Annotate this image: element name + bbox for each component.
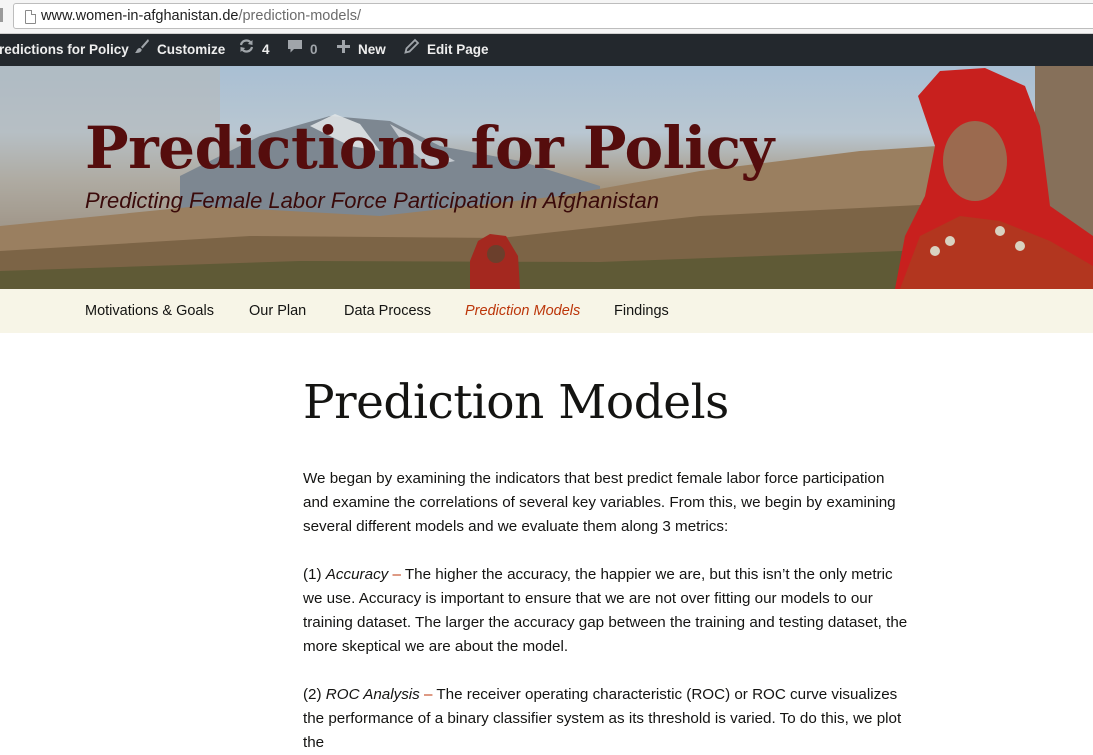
page-title: Prediction Models <box>303 375 729 430</box>
main-navigation: Motivations & Goals Our Plan Data Proces… <box>0 289 1093 333</box>
nav-item-findings[interactable]: Findings <box>614 303 669 319</box>
comment-icon <box>287 34 303 66</box>
metric1-number: (1) <box>303 566 322 583</box>
metric-roc-paragraph: (2) ROC Analysis – The receiver operatin… <box>303 683 913 755</box>
site-header: Predictions for Policy Predicting Female… <box>0 66 1093 289</box>
nav-item-prediction-models[interactable]: Prediction Models <box>465 303 581 319</box>
admin-bar: redictions for Policy Customize 4 0 New … <box>0 34 1093 66</box>
customize-button[interactable]: Customize <box>134 34 225 66</box>
intro-paragraph: We began by examining the indicators tha… <box>303 470 896 535</box>
header-landscape-image <box>0 66 1093 289</box>
url-text[interactable]: www.women-in-afghanistan.de/prediction-m… <box>41 8 361 24</box>
admin-site-name[interactable]: redictions for Policy <box>0 34 129 66</box>
metric2-text: The receiver operating characteristic (R… <box>303 686 902 751</box>
url-field[interactable]: www.women-in-afghanistan.de/prediction-m… <box>13 3 1093 29</box>
browser-address-bar: www.women-in-afghanistan.de/prediction-m… <box>0 0 1093 34</box>
refresh-icon <box>238 34 255 66</box>
back-button-edge[interactable] <box>0 8 3 22</box>
page-icon <box>25 10 36 24</box>
customize-label: Customize <box>157 42 226 57</box>
metric1-text: The higher the accuracy, the happier we … <box>303 566 908 655</box>
metric1-name: Accuracy <box>325 566 389 583</box>
metric2-dash: – <box>424 686 433 703</box>
site-description: Predicting Female Labor Force Participat… <box>85 188 659 213</box>
metric1-dash: – <box>392 566 401 583</box>
plus-icon <box>336 34 351 66</box>
pencil-icon <box>404 34 420 66</box>
metric-accuracy-paragraph: (1) Accuracy – The higher the accuracy, … <box>303 563 913 659</box>
url-path: /prediction-models/ <box>238 8 361 24</box>
metric2-name: ROC Analysis <box>325 686 420 703</box>
new-content-button[interactable]: New <box>336 34 386 66</box>
new-label: New <box>358 42 386 57</box>
edit-page-label: Edit Page <box>427 42 489 57</box>
comments-count: 0 <box>310 42 318 57</box>
edit-page-button[interactable]: Edit Page <box>404 34 489 66</box>
admin-site-name-label: redictions for Policy <box>0 42 129 57</box>
url-host: www.women-in-afghanistan.de <box>41 8 239 24</box>
brush-icon <box>134 34 150 66</box>
updates-button[interactable]: 4 <box>238 34 270 66</box>
nav-item-data-process[interactable]: Data Process <box>344 303 432 319</box>
nav-item-motivations-goals[interactable]: Motivations & Goals <box>85 303 214 319</box>
site-title[interactable]: Predictions for Policy <box>85 114 774 182</box>
metric2-number: (2) <box>303 686 322 703</box>
nav-item-our-plan[interactable]: Our Plan <box>249 303 307 319</box>
comments-button[interactable]: 0 <box>287 34 318 66</box>
updates-count: 4 <box>262 42 270 57</box>
